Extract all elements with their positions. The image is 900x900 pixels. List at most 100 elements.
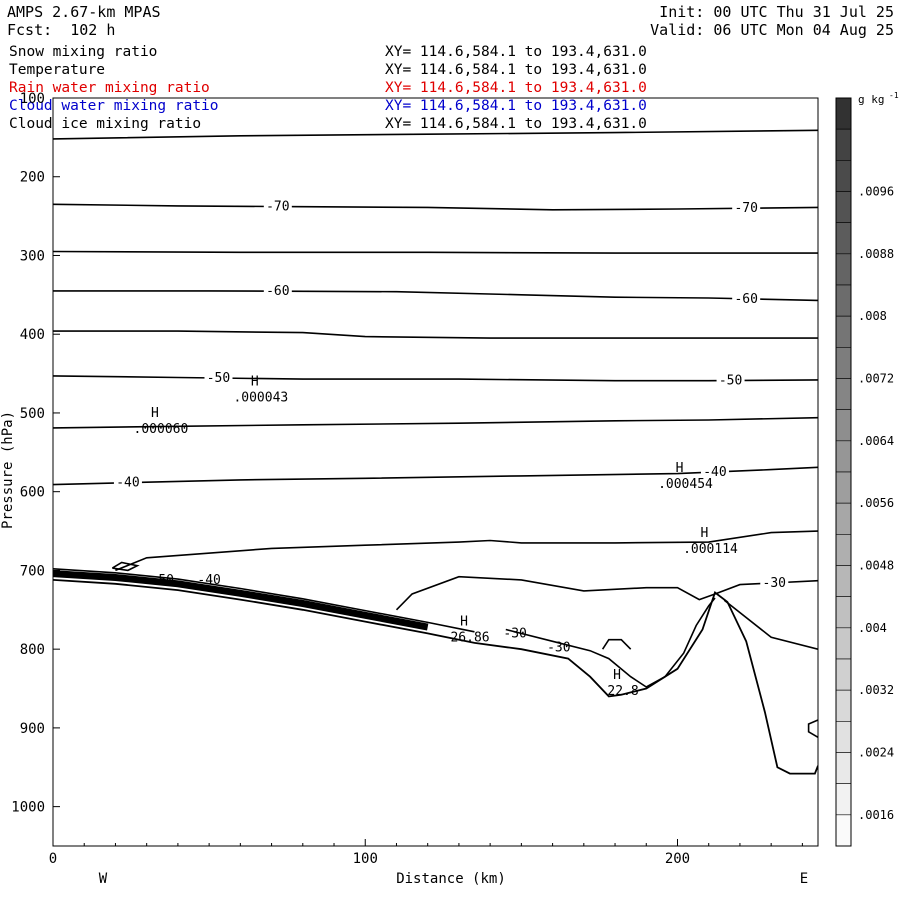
variable-xy-range: XY= 114.6,584.1 to 193.4,631.0 — [385, 98, 647, 114]
colorbar-units: g kg — [858, 93, 885, 106]
variable-name: Snow mixing ratio — [9, 44, 158, 60]
label-bg — [263, 283, 292, 298]
high-marker: H — [613, 668, 621, 683]
axes: 100 200 300 400 500 600 700 800 900 1000 0 100 200 — [11, 91, 819, 867]
high-marker: H — [251, 374, 259, 389]
surface-band — [53, 570, 429, 631]
isotherm-line — [53, 466, 818, 486]
colorbar-bin — [835, 658, 852, 691]
colorbar-bin — [835, 752, 852, 784]
colorbar-bin — [835, 783, 852, 816]
colorbar-bin — [835, 814, 852, 847]
variable-name: Temperature — [9, 62, 106, 78]
y-tick-label: 1000 — [11, 800, 45, 816]
isotherm-line — [53, 375, 818, 382]
y-tick-label: 200 — [20, 170, 45, 186]
x-tick-label: 100 — [353, 851, 378, 867]
low-isotherm-label: -30 — [547, 641, 570, 656]
isotherm-label-text: -40 — [703, 465, 726, 480]
y-tick-label: 300 — [20, 248, 45, 264]
label-bg — [732, 200, 761, 215]
east-edge-contour — [807, 719, 818, 738]
isotherm-label: -50 — [716, 372, 745, 389]
variable-name: Rain water mixing ratio — [9, 80, 210, 96]
label-bg — [732, 290, 761, 305]
init-time: Init: 00 UTC Thu 31 Jul 25 — [659, 3, 894, 21]
isotherm-line — [53, 290, 818, 302]
colorbar-bin — [835, 721, 852, 753]
x-tick-label: 0 — [49, 851, 57, 867]
isotherm-contours: -70 -70 -60 -60 -50 -50 -40 -40 -30 — [53, 129, 818, 611]
isotherm-label-text: -70 — [266, 199, 289, 214]
isotherm-label: -70 — [732, 200, 761, 216]
variable-name: Cloud water mixing ratio — [9, 98, 219, 114]
colorbar-frame — [835, 97, 852, 847]
colorbar-bin — [835, 534, 852, 566]
isotherm-label-text: -60 — [734, 292, 757, 307]
high-marker: H — [701, 526, 709, 541]
forecast-hour: Fcst: 102 h — [7, 21, 116, 39]
y-tick-label: 400 — [20, 327, 45, 343]
plot-frame — [52, 97, 819, 847]
label-bg — [760, 574, 789, 589]
high-value: .000043 — [233, 390, 288, 405]
terrain-surface: -50 -40 -30 -30 — [53, 561, 818, 775]
colorbar-bin — [835, 191, 852, 223]
isotherm-line — [395, 575, 818, 611]
colorbar-bin — [835, 502, 852, 535]
x-axis-label: Distance (km) — [396, 871, 506, 887]
variable-xy-range: XY= 114.6,584.1 to 193.4,631.0 — [385, 116, 647, 132]
colorbar-label: .0016 — [858, 808, 894, 822]
isotherm-line — [115, 530, 818, 572]
isotherm-label-text: -40 — [116, 476, 139, 491]
colorbar-bin — [835, 222, 852, 255]
isotherm-label: -40 — [113, 474, 142, 491]
colorbar-bin — [835, 689, 852, 722]
isotherm-line — [53, 129, 818, 140]
colorbar-label: .0032 — [858, 683, 894, 697]
isotherm-line — [53, 416, 818, 429]
isotherm-label: -60 — [263, 283, 292, 299]
small-closed-contour — [111, 561, 140, 572]
valid-time: Valid: 06 UTC Mon 04 Aug 25 — [650, 21, 894, 39]
colorbar-label: .0056 — [858, 496, 894, 510]
x-tick-label: 200 — [665, 851, 690, 867]
y-tick-label: 500 — [20, 406, 45, 422]
isotherm-line — [53, 330, 818, 339]
colorbar-label: .0064 — [858, 434, 894, 448]
low-isotherm-label: -40 — [197, 573, 220, 588]
label-bg — [700, 464, 729, 478]
isotherm-label: -70 — [263, 198, 292, 214]
y-tick-label: 900 — [20, 721, 45, 737]
surface-contour — [53, 568, 475, 633]
high-marker: H — [460, 614, 468, 629]
colorbar-bin — [835, 347, 852, 379]
colorbar-bin — [835, 160, 852, 192]
colorbar-label: .004 — [858, 621, 887, 635]
colorbar-label: .008 — [858, 309, 887, 323]
colorbar-units-exponent: -1 — [889, 91, 899, 100]
colorbar-bin — [835, 471, 852, 504]
colorbar-bin — [835, 253, 852, 286]
colorbar-bin — [835, 284, 852, 317]
high-marker: H — [676, 461, 684, 476]
colorbar: g kg -1 .0096 .0088 .008 .0072 .0064 .0056 .0048… — [835, 91, 899, 847]
variable-name: Cloud ice mixing ratio — [9, 116, 202, 132]
high-value: .000060 — [134, 422, 189, 437]
west-label: W — [99, 871, 108, 887]
low-isotherm-label: -50 — [151, 573, 174, 588]
colorbar-label: .0096 — [858, 185, 894, 199]
isotherm-label: -50 — [204, 370, 233, 386]
colorbar-bin — [835, 409, 852, 442]
isotherm-label-text: -50 — [207, 371, 230, 386]
east-label: E — [800, 871, 808, 887]
colorbar-bin — [835, 565, 852, 597]
variable-xy-range: XY= 114.6,584.1 to 193.4,631.0 — [385, 44, 647, 60]
high-value: 26.86 — [450, 630, 489, 645]
high-marker: H — [151, 406, 159, 421]
colorbar-bin — [835, 97, 852, 130]
y-tick-label: 800 — [20, 642, 45, 658]
variable-xy-range: XY= 114.6,584.1 to 193.4,631.0 — [385, 62, 647, 78]
y-tick-label: 600 — [20, 485, 45, 501]
